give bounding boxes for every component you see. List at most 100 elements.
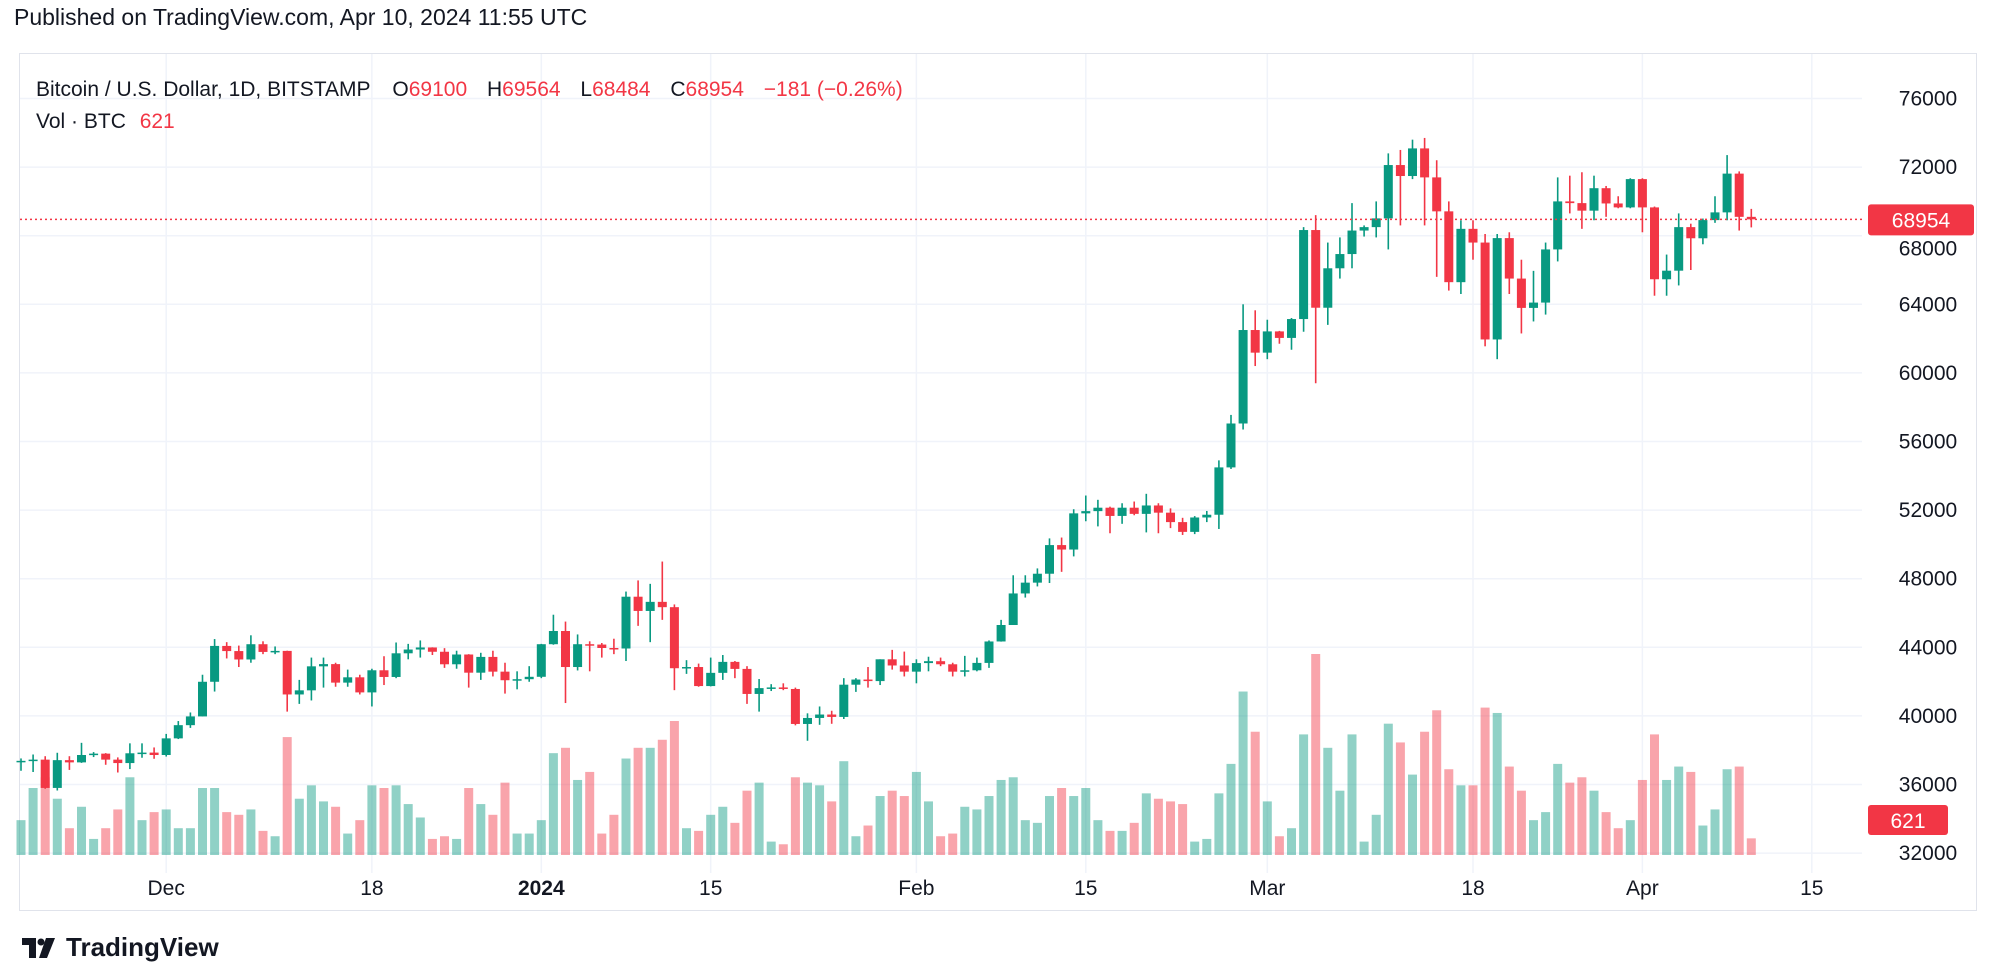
candle[interactable]: [464, 654, 474, 688]
candle[interactable]: [960, 655, 970, 677]
candle[interactable]: [863, 667, 873, 688]
candle[interactable]: [1093, 499, 1103, 527]
candle[interactable]: [573, 634, 583, 671]
candle[interactable]: [1686, 223, 1696, 270]
volume-label[interactable]: Vol · BTC: [36, 110, 126, 133]
candle[interactable]: [1274, 330, 1284, 344]
candle[interactable]: [911, 659, 921, 684]
candle[interactable]: [585, 641, 595, 672]
candle[interactable]: [1347, 203, 1357, 269]
candle[interactable]: [1553, 177, 1563, 262]
candle[interactable]: [1565, 175, 1575, 214]
candle[interactable]: [319, 657, 328, 688]
candle[interactable]: [790, 687, 800, 726]
candle[interactable]: [972, 657, 982, 672]
candle[interactable]: [343, 669, 353, 687]
candle[interactable]: [1722, 155, 1732, 221]
candle[interactable]: [1299, 227, 1309, 332]
candle[interactable]: [1613, 196, 1623, 209]
candle[interactable]: [258, 641, 268, 655]
candle[interactable]: [125, 743, 135, 770]
candle[interactable]: [89, 752, 99, 758]
candle[interactable]: [306, 657, 316, 701]
candle[interactable]: [1069, 509, 1079, 557]
candle[interactable]: [766, 684, 776, 692]
candle[interactable]: [379, 656, 389, 686]
tradingview-logo[interactable]: TradingView: [22, 932, 219, 963]
candle[interactable]: [391, 642, 401, 679]
candle[interactable]: [1287, 318, 1296, 350]
candle[interactable]: [996, 619, 1006, 642]
candle[interactable]: [476, 652, 486, 680]
candle[interactable]: [706, 657, 716, 687]
candle[interactable]: [548, 614, 558, 645]
candle[interactable]: [1202, 510, 1212, 523]
candle[interactable]: [1105, 506, 1115, 534]
candle[interactable]: [1311, 215, 1321, 384]
candle[interactable]: [1190, 516, 1200, 535]
candle[interactable]: [1129, 501, 1139, 516]
candle[interactable]: [1577, 172, 1587, 229]
candle[interactable]: [887, 649, 897, 670]
candle[interactable]: [1262, 319, 1272, 360]
candle[interactable]: [1710, 196, 1720, 223]
candle[interactable]: [948, 662, 958, 677]
candle[interactable]: [742, 666, 752, 704]
candle[interactable]: [1057, 537, 1067, 572]
candle[interactable]: [16, 758, 26, 771]
candle[interactable]: [1529, 270, 1538, 322]
candle[interactable]: [1335, 237, 1345, 279]
candle[interactable]: [669, 604, 679, 691]
candle[interactable]: [803, 713, 812, 741]
candle[interactable]: [1008, 575, 1018, 626]
candle[interactable]: [609, 638, 619, 655]
candle[interactable]: [234, 645, 244, 668]
candle[interactable]: [270, 646, 280, 655]
candle[interactable]: [827, 710, 837, 724]
candle[interactable]: [694, 663, 704, 687]
candle[interactable]: [415, 640, 425, 658]
candle[interactable]: [367, 668, 377, 707]
candle[interactable]: [1698, 218, 1708, 245]
candle[interactable]: [1734, 171, 1744, 231]
symbol-title[interactable]: Bitcoin / U.S. Dollar, 1D, BITSTAMP: [36, 78, 371, 101]
candle[interactable]: [1456, 220, 1466, 295]
candle[interactable]: [1395, 149, 1405, 226]
candle[interactable]: [113, 757, 123, 773]
candle[interactable]: [1480, 233, 1490, 347]
candle[interactable]: [331, 662, 341, 687]
candle[interactable]: [282, 650, 292, 712]
candle[interactable]: [452, 650, 462, 669]
candle[interactable]: [1250, 310, 1260, 367]
candle[interactable]: [294, 679, 304, 704]
candle[interactable]: [899, 651, 909, 677]
candle[interactable]: [536, 643, 546, 679]
candle[interactable]: [645, 583, 655, 643]
candle[interactable]: [1032, 568, 1042, 587]
candle[interactable]: [64, 756, 74, 770]
candle[interactable]: [597, 643, 607, 658]
candle[interactable]: [1141, 493, 1151, 533]
candle[interactable]: [1359, 225, 1369, 237]
candle[interactable]: [1662, 254, 1672, 296]
candle[interactable]: [851, 678, 861, 692]
candle[interactable]: [52, 752, 62, 791]
candle[interactable]: [440, 648, 449, 668]
candle[interactable]: [1178, 517, 1188, 535]
candle[interactable]: [427, 647, 437, 656]
candle[interactable]: [355, 674, 365, 695]
candle[interactable]: [1214, 460, 1224, 529]
candle[interactable]: [754, 679, 764, 712]
candle[interactable]: [561, 621, 570, 704]
candle[interactable]: [1589, 175, 1599, 221]
candle[interactable]: [1746, 208, 1756, 228]
candle[interactable]: [1637, 178, 1647, 233]
candle[interactable]: [28, 754, 38, 772]
candle[interactable]: [1238, 304, 1248, 430]
candle[interactable]: [621, 591, 631, 662]
candle[interactable]: [246, 635, 256, 663]
candle[interactable]: [936, 657, 946, 667]
candle[interactable]: [500, 662, 510, 694]
candle[interactable]: [161, 733, 171, 757]
